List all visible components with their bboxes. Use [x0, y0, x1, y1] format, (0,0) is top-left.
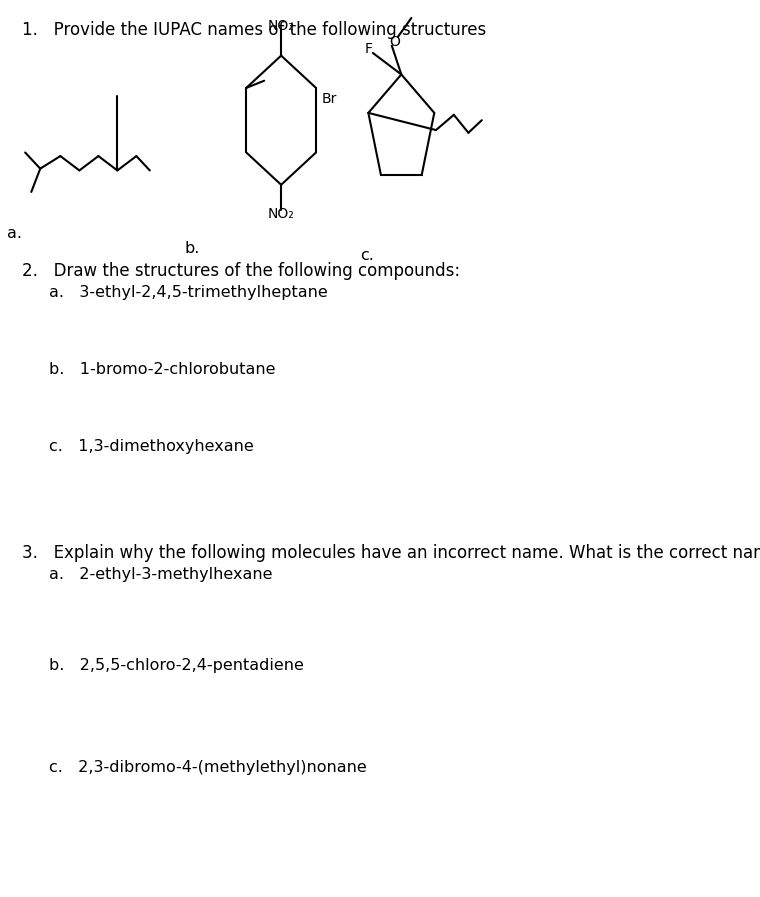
Text: NO₂: NO₂ [268, 19, 295, 33]
Text: a.   3-ethyl-2,4,5-trimethylheptane: a. 3-ethyl-2,4,5-trimethylheptane [49, 285, 328, 300]
Text: 2.   Draw the structures of the following compounds:: 2. Draw the structures of the following … [22, 262, 461, 280]
Text: 1.   Provide the IUPAC names of the following structures: 1. Provide the IUPAC names of the follow… [22, 21, 486, 39]
Text: a.   2-ethyl-3-methylhexane: a. 2-ethyl-3-methylhexane [49, 567, 273, 582]
Text: O: O [389, 35, 400, 49]
Text: 3.   Explain why the following molecules have an incorrect name. What is the cor: 3. Explain why the following molecules h… [22, 544, 760, 562]
Text: c.   1,3-dimethoxyhexane: c. 1,3-dimethoxyhexane [49, 439, 254, 454]
Text: b.   2,5,5-chloro-2,4-pentadiene: b. 2,5,5-chloro-2,4-pentadiene [49, 658, 304, 673]
Text: c.: c. [360, 248, 375, 263]
Text: NO₂: NO₂ [268, 207, 295, 222]
Text: a.: a. [8, 226, 22, 241]
Text: F: F [364, 42, 372, 57]
Text: Br: Br [322, 91, 337, 106]
Text: b.: b. [185, 241, 200, 257]
Text: b.   1-bromo-2-chlorobutane: b. 1-bromo-2-chlorobutane [49, 362, 276, 378]
Text: c.   2,3-dibromo-4-(methylethyl)nonane: c. 2,3-dibromo-4-(methylethyl)nonane [49, 760, 367, 775]
